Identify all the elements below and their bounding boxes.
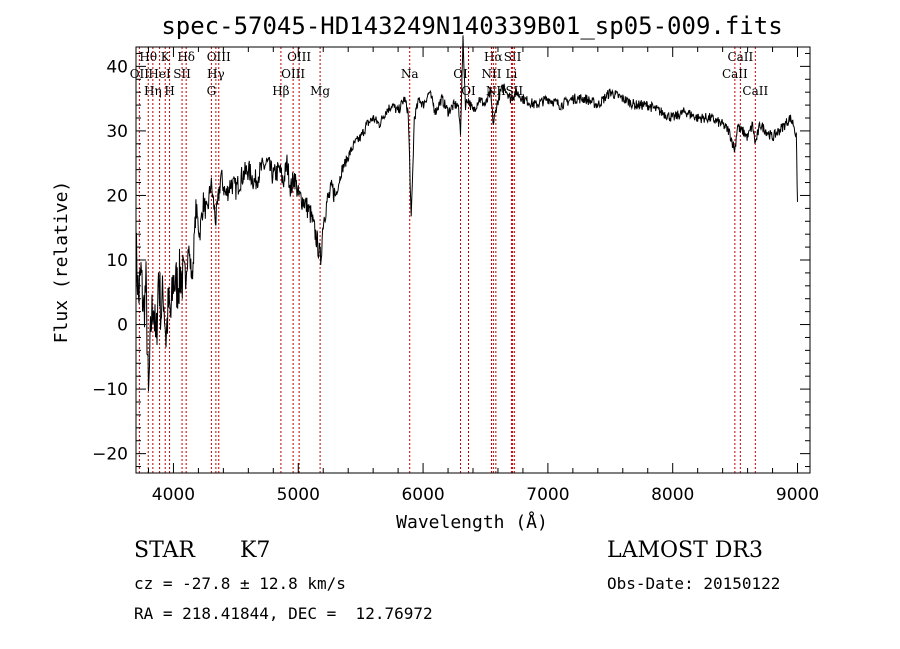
x-tick-label-8000: 8000 (651, 485, 694, 505)
obs-date-text: Obs-Date: 20150122 (607, 574, 781, 593)
chart-title: spec-57045-HD143249N140339B01_sp05-009.f… (161, 12, 782, 40)
line-label-9: Hγ (207, 67, 225, 81)
line-label-12: OIII (281, 67, 305, 81)
line-label-8: OIII (207, 50, 231, 64)
plot-layer: Hθ OII Hη K HeI H Hδ SII OIII Hγ G OIII OIII Hβ Mg Na OI… (92, 35, 819, 505)
line-label-3: K (161, 50, 171, 64)
line-label-10: G (207, 84, 217, 98)
line-label-11: OIII (287, 50, 311, 64)
line-label-19: SII (504, 50, 522, 64)
y-tick-label-30: 30 (106, 122, 128, 142)
object-class: STAR (134, 538, 195, 563)
y-tick-label-10: 10 (106, 251, 128, 271)
x-tick-label-5000: 5000 (277, 485, 320, 505)
x-tick-label-7000: 7000 (526, 485, 569, 505)
survey-name: LAMOST DR3 (607, 538, 763, 563)
y-tick-label--10: −10 (92, 380, 128, 400)
line-label-25: CaII (722, 67, 748, 81)
line-label-16: OI (453, 67, 468, 81)
line-label-2: Hη (144, 84, 162, 98)
line-label-14: Mg (310, 84, 330, 98)
y-tick-label--20: −20 (92, 445, 128, 465)
spectral-subclass: K7 (240, 538, 271, 563)
y-tick-label-0: 0 (117, 316, 128, 336)
line-label-20: NII (481, 67, 501, 81)
line-label-18: Hα (484, 50, 503, 64)
coordinates-text: RA = 218.41844, DEC = 12.76972 (134, 604, 433, 623)
x-tick-label-4000: 4000 (152, 485, 195, 505)
y-tick-label-20: 20 (106, 186, 128, 206)
line-label-1: OII (130, 67, 150, 81)
x-tick-label-6000: 6000 (401, 485, 444, 505)
line-label-6: Hδ (177, 50, 195, 64)
line-label-24: CaII (727, 50, 753, 64)
line-label-15: Na (401, 67, 419, 81)
line-label-17: OI (461, 84, 476, 98)
x-tick-label-9000: 9000 (776, 485, 819, 505)
y-tick-label-40: 40 (106, 57, 128, 77)
line-label-7: SII (173, 67, 191, 81)
line-label-13: Hβ (272, 84, 289, 98)
redshift-text: cz = -27.8 ± 12.8 km/s (134, 574, 346, 593)
line-label-5: H (164, 84, 174, 98)
spectrum-line (135, 35, 798, 392)
x-axis-label: Wavelength (Å) (396, 511, 548, 533)
line-label-0: Hθ (139, 50, 157, 64)
line-label-26: CaII (742, 84, 768, 98)
line-label-4: HeI (148, 67, 171, 81)
y-axis-label: Flux (relative) (51, 181, 72, 344)
line-label-21: Li (506, 67, 518, 81)
